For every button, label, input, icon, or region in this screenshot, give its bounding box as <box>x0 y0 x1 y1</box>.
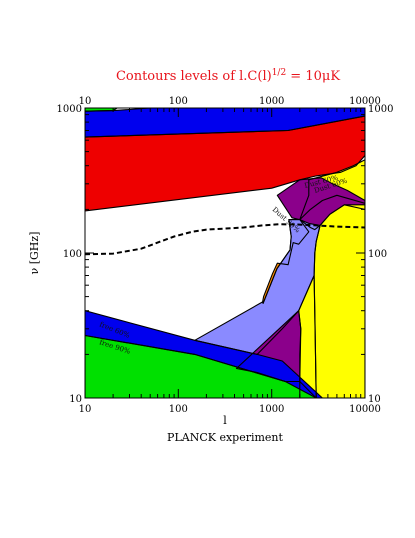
y-tick-label-right: 10 <box>368 394 381 405</box>
region-10 <box>85 335 317 398</box>
region-1 <box>85 108 365 138</box>
y-tick-label-right: 1000 <box>368 104 393 115</box>
region-4 <box>277 177 365 230</box>
x-axis-sublabel: PLANCK experiment <box>167 431 283 444</box>
y-tick-label-right: 100 <box>368 249 387 260</box>
contour-lines <box>85 108 365 398</box>
x-tick-label-bottom: 100 <box>169 404 188 415</box>
region-outline-11 <box>85 310 323 398</box>
region-outline-9 <box>298 274 317 398</box>
x-tick-label-bottom: 10 <box>79 404 92 415</box>
x-tick-label-top: 1000 <box>259 96 284 107</box>
region-outline-2 <box>85 115 365 212</box>
y-tick-label-left: 100 <box>63 249 82 260</box>
axis-ticks <box>84 107 366 399</box>
chart-title: Contours levels of l.C(l)1/2 = 10μK <box>116 68 340 84</box>
region-2 <box>85 116 365 211</box>
y-tick-label-left: 1000 <box>57 104 82 115</box>
region-11 <box>85 310 323 398</box>
x-tick-label-top: 10 <box>79 96 92 107</box>
region-9 <box>298 275 317 398</box>
x-axis-label: l <box>223 414 227 427</box>
x-tick-label-bottom: 1000 <box>259 404 284 415</box>
region-6 <box>314 204 365 398</box>
x-tick-label-top: 100 <box>169 96 188 107</box>
y-tick-label-left: 10 <box>69 394 82 405</box>
y-axis-label: ν [GHz] <box>28 232 41 275</box>
x-tick-label-top: 10000 <box>349 96 381 107</box>
region-outline-3 <box>299 159 365 221</box>
x-tick-label-bottom: 10000 <box>349 404 381 415</box>
